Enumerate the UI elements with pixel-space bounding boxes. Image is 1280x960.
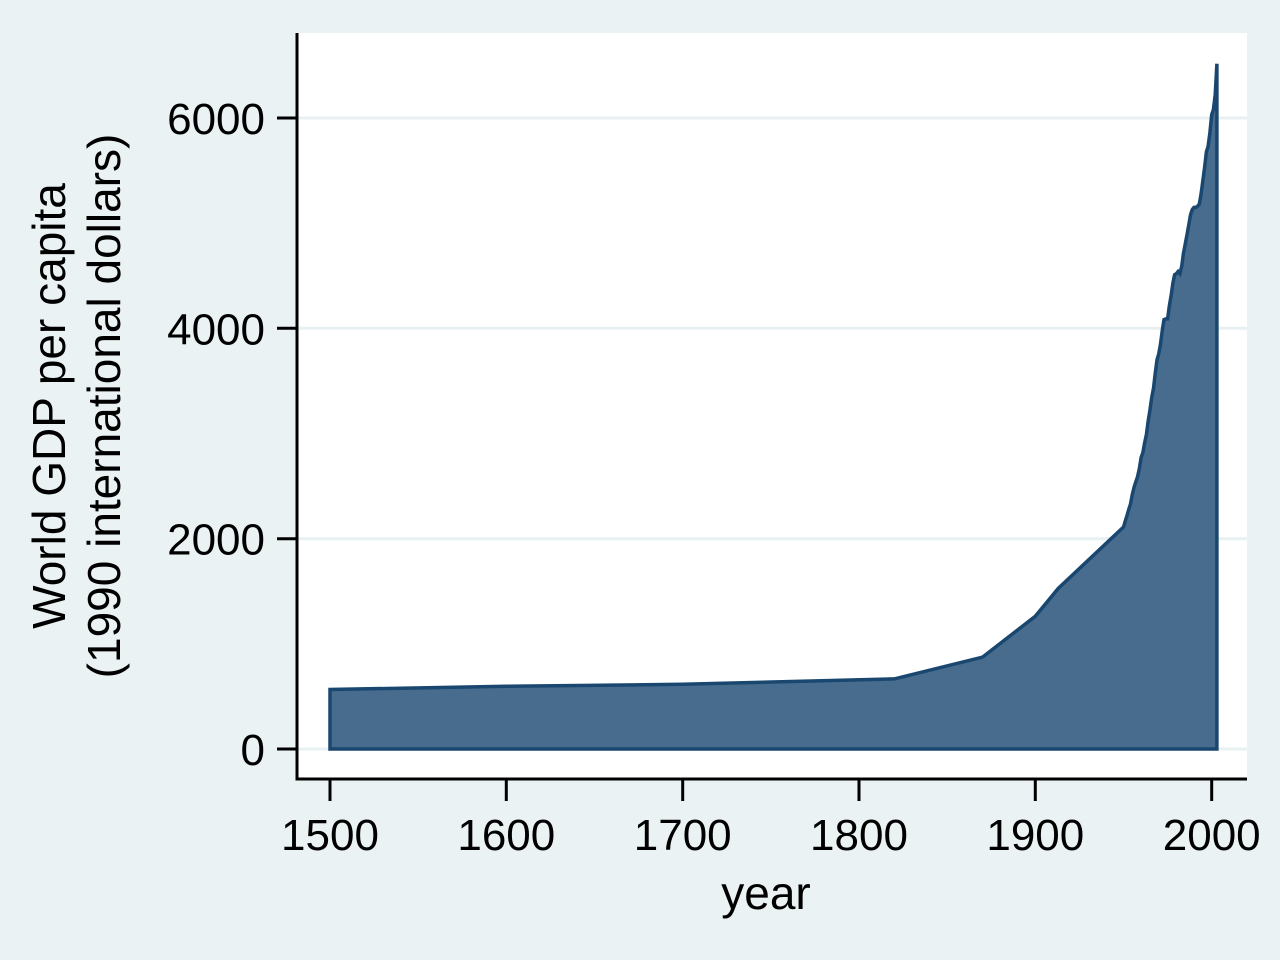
y-tick-label-2000: 2000: [167, 516, 265, 565]
x-tick-label-1600: 1600: [457, 811, 555, 860]
x-tick-label-1800: 1800: [810, 811, 908, 860]
y-tick-label-6000: 6000: [167, 95, 265, 144]
y-tick-label-0: 0: [241, 726, 265, 775]
world-gdp-area-series: [328, 63, 1219, 751]
x-tick-label-1900: 1900: [986, 811, 1084, 860]
y-axis-title-line-1: World GDP per capita: [23, 183, 75, 629]
x-axis-title: year: [721, 867, 810, 919]
x-tick-label-1700: 1700: [634, 811, 732, 860]
x-tick-label-2000: 2000: [1163, 811, 1261, 860]
x-tick-label-1500: 1500: [281, 811, 379, 860]
y-axis-title-line-2: (1990 international dollars): [78, 134, 130, 679]
y-tick-label-4000: 4000: [167, 305, 265, 354]
